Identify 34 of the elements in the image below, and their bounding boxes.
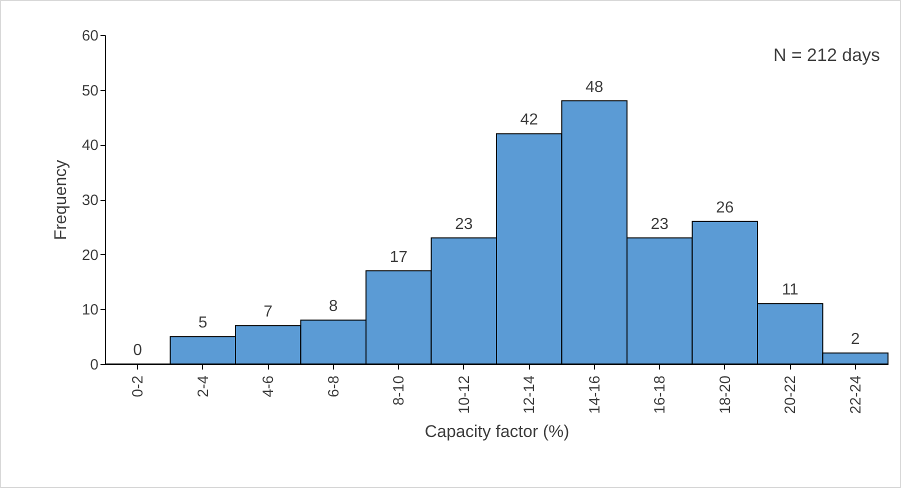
data-label: 2 <box>850 331 860 348</box>
data-label: 17 <box>390 248 408 266</box>
x-axis-title: Capacity factor (%) <box>424 422 570 441</box>
y-tick-label: 0 <box>90 356 98 374</box>
y-tick-label: 50 <box>82 82 98 100</box>
x-tick-label: 6-8 <box>325 376 342 398</box>
x-tick-label: 2-4 <box>194 376 212 398</box>
data-label: 48 <box>585 78 604 96</box>
y-tick-label: 60 <box>82 28 98 44</box>
x-tick-label: 22-24 <box>847 376 864 414</box>
x-tick-label: 0-2 <box>130 376 147 398</box>
y-tick-label: 20 <box>82 246 98 264</box>
x-tick-label: 12-14 <box>521 376 538 414</box>
data-label: 42 <box>520 112 538 129</box>
x-tick-label: 16-18 <box>652 376 669 414</box>
x-tick-label: 8-10 <box>390 376 408 406</box>
y-tick-label: 30 <box>82 192 98 209</box>
data-label: 7 <box>264 304 273 321</box>
data-label: 0 <box>133 342 142 359</box>
x-tick-label: 4-6 <box>260 376 278 398</box>
y-axis-title: Frequency <box>50 159 70 240</box>
y-tick-label: 40 <box>82 137 98 154</box>
x-tick-label: 10-12 <box>456 376 473 414</box>
data-label: 23 <box>650 216 669 233</box>
data-label: 8 <box>328 298 338 316</box>
data-label: 5 <box>198 314 208 332</box>
x-tick-label: 20-22 <box>782 376 800 414</box>
annotation: N = 212 days <box>773 45 880 65</box>
x-tick-label: 14-16 <box>586 376 604 414</box>
data-label: 23 <box>454 216 473 233</box>
data-label: 11 <box>782 282 799 299</box>
x-tick-label: 18-20 <box>716 376 734 414</box>
data-label: 26 <box>716 199 734 216</box>
y-tick-label: 10 <box>82 302 98 319</box>
